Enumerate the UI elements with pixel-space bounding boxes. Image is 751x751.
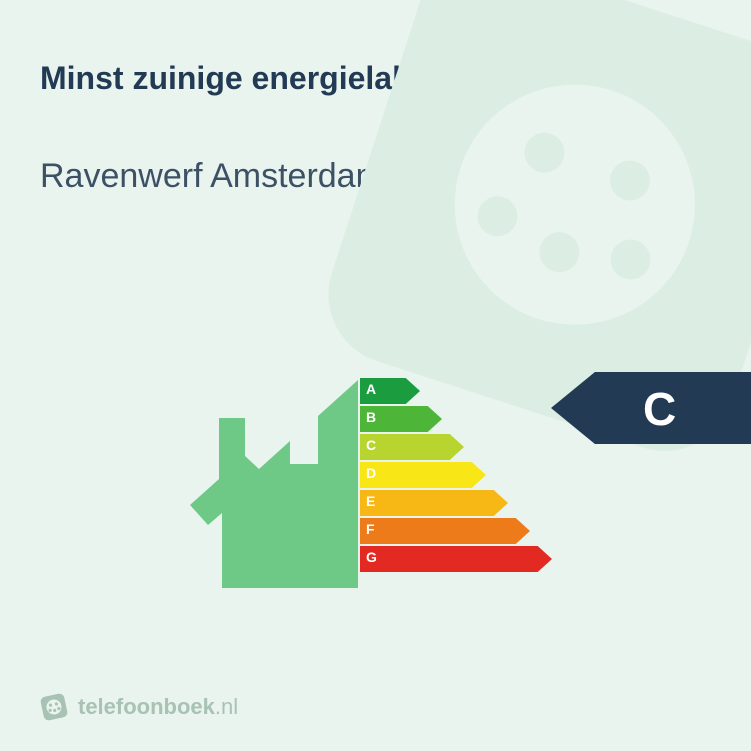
footer-brand-light: .nl	[215, 694, 238, 719]
energy-bar-label: E	[366, 493, 375, 509]
energy-bar-d: D	[360, 462, 552, 488]
card-subtitle: Ravenwerf Amsterdam	[40, 157, 711, 196]
energy-bar-label: A	[366, 381, 376, 397]
energy-bar-label: F	[366, 521, 375, 537]
footer-brand-bold: telefoonboek	[78, 694, 215, 719]
energy-bar-f: F	[360, 518, 552, 544]
energy-bar-g: G	[360, 546, 552, 572]
energy-label-card: Minst zuinige energielabel: Ravenwerf Am…	[0, 0, 751, 751]
energy-bar-a: A	[360, 378, 552, 404]
footer-brand: telefoonboek.nl	[78, 694, 238, 720]
energy-bars: ABCDEFG	[360, 378, 552, 574]
energy-bar-e: E	[360, 490, 552, 516]
energy-bar-c: C	[360, 434, 552, 460]
energy-bar-b: B	[360, 406, 552, 432]
energy-bar-label: D	[366, 465, 376, 481]
result-badge: C	[551, 372, 751, 449]
result-letter: C	[643, 382, 676, 436]
energy-bar-label: C	[366, 437, 376, 453]
energy-bar-label: G	[366, 549, 377, 565]
footer: telefoonboek.nl	[40, 693, 238, 721]
house-icon	[190, 380, 360, 595]
card-title: Minst zuinige energielabel:	[40, 60, 711, 97]
footer-logo-icon	[40, 693, 68, 721]
energy-bar-label: B	[366, 409, 376, 425]
energy-chart: ABCDEFG C	[0, 360, 751, 600]
